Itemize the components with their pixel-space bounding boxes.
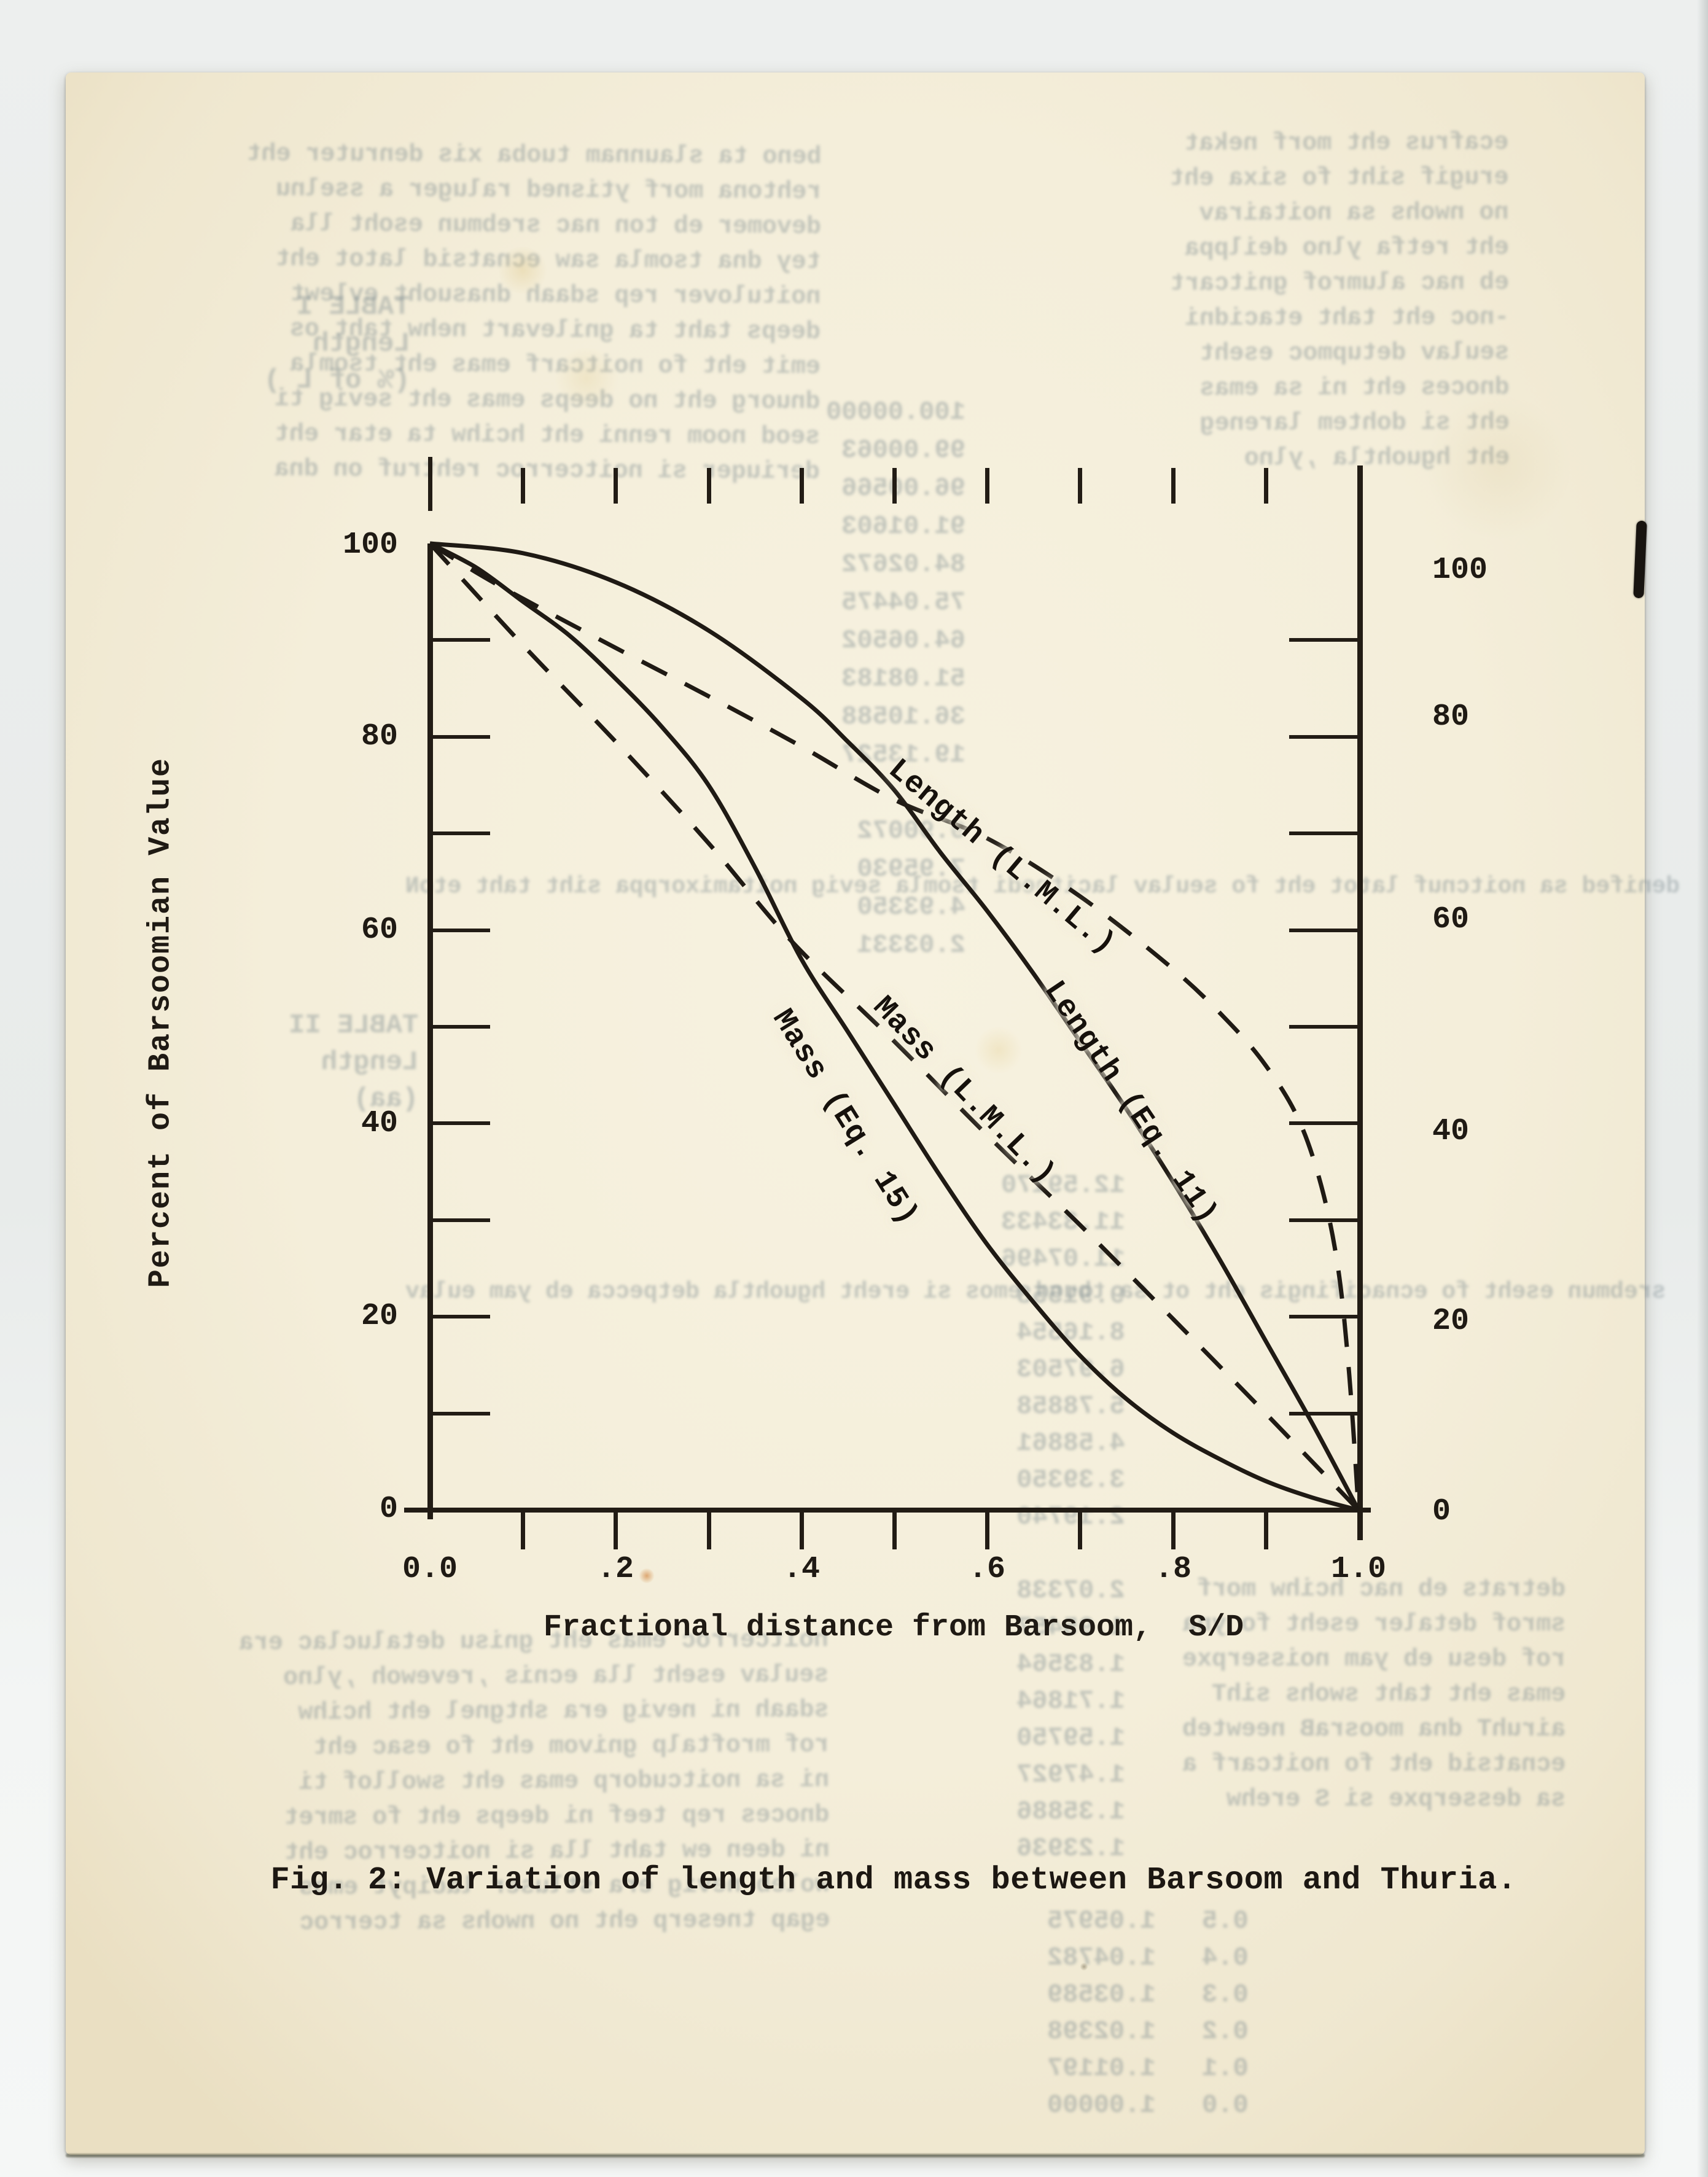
y-tick-label-right: 40 <box>1432 1114 1470 1149</box>
top-ruler-tick <box>892 468 897 504</box>
right-axis-inner-tick <box>1289 1411 1359 1416</box>
y-axis-left-line <box>427 543 433 1519</box>
bottom-axis-tick <box>985 1510 990 1549</box>
page-bottom-edge-shadow <box>66 2154 1645 2157</box>
right-axis-inner-tick <box>1289 1315 1359 1319</box>
right-axis-inner-tick <box>1289 638 1359 642</box>
x-tick-label: .8 <box>1154 1552 1191 1587</box>
left-axis-inner-tick <box>430 1315 490 1319</box>
y-axis-right-line <box>1357 465 1363 1540</box>
plot-area: Length (L.M.L.) Length (Eq. 11) Mass (L.… <box>428 541 1361 1513</box>
bottom-axis-tick <box>1078 1510 1083 1549</box>
bottom-axis-tick <box>1171 1510 1176 1549</box>
y-tick-label-left: 20 <box>361 1299 398 1334</box>
bottom-axis-tick <box>799 1510 804 1549</box>
y-tick-label-right: 80 <box>1432 699 1470 734</box>
bottom-axis-tick <box>892 1510 897 1549</box>
x-tick-label: 1.0 <box>1330 1552 1386 1587</box>
y-tick-label-right: 20 <box>1432 1304 1470 1339</box>
top-ruler-tick <box>614 468 618 504</box>
left-axis-inner-tick <box>430 928 490 932</box>
x-tick-label: .4 <box>782 1552 820 1587</box>
top-ruler-tick <box>428 457 432 511</box>
bottom-axis-tick <box>614 1510 618 1549</box>
left-axis-inner-tick <box>430 1121 490 1126</box>
y-tick-label-left: 60 <box>361 913 398 948</box>
curve-length-l-m-l- <box>429 542 1361 1511</box>
curve-length-eq-11- <box>429 541 1361 1511</box>
y-tick-label-left: 80 <box>361 719 398 754</box>
top-ruler-tick <box>985 468 990 504</box>
right-axis-inner-tick <box>1289 1121 1359 1126</box>
y-tick-label-right: 100 <box>1432 553 1488 588</box>
right-axis-inner-tick <box>1289 1025 1359 1029</box>
top-ruler-tick <box>706 468 711 504</box>
scanner-bed-seam <box>1697 0 1708 2177</box>
figure-caption: Fig. 2: Variation of length and mass bet… <box>270 1862 1517 1898</box>
top-ruler-tick <box>799 468 804 504</box>
top-ruler-tick <box>1263 468 1268 504</box>
bottom-axis-tick <box>521 1510 526 1549</box>
right-axis-inner-tick <box>1289 734 1359 739</box>
bottom-axis-tick <box>706 1510 711 1549</box>
left-axis-inner-tick <box>430 734 490 739</box>
x-tick-label: 0.0 <box>402 1552 458 1587</box>
right-axis-inner-tick <box>1289 928 1359 932</box>
y-axis-title: Percent of Barsoomian Value <box>143 757 179 1288</box>
top-ruler-tick <box>1078 468 1083 504</box>
x-tick-label: .6 <box>968 1552 1005 1587</box>
left-axis-inner-tick <box>430 1218 490 1222</box>
x-tick-label: .2 <box>596 1552 634 1587</box>
x-axis-line <box>404 1508 1371 1513</box>
paper-sheet <box>66 72 1645 2157</box>
top-ruler-tick <box>521 468 526 504</box>
left-axis-inner-tick <box>430 638 490 642</box>
curve-mass-l-m-l- <box>428 542 1360 1512</box>
y-tick-label-right: 60 <box>1432 902 1470 937</box>
y-tick-label-right: 0 <box>1432 1494 1451 1529</box>
left-axis-inner-tick <box>430 1411 490 1416</box>
y-tick-label-left: 40 <box>361 1106 398 1141</box>
x-axis-title: Fractional distance from Barsoom, S/D <box>543 1610 1244 1645</box>
curves-svg <box>428 541 1361 1513</box>
bottom-axis-tick <box>1263 1510 1268 1549</box>
y-tick-label-left: 0 <box>379 1492 398 1527</box>
curve-mass-eq-15- <box>429 541 1359 1513</box>
y-tick-label-left: 100 <box>342 528 398 563</box>
top-ruler-tick <box>1171 468 1176 504</box>
right-axis-inner-tick <box>1289 831 1359 836</box>
right-axis-inner-tick <box>1289 1218 1359 1222</box>
left-axis-inner-tick <box>430 831 490 836</box>
left-axis-inner-tick <box>430 1025 490 1029</box>
